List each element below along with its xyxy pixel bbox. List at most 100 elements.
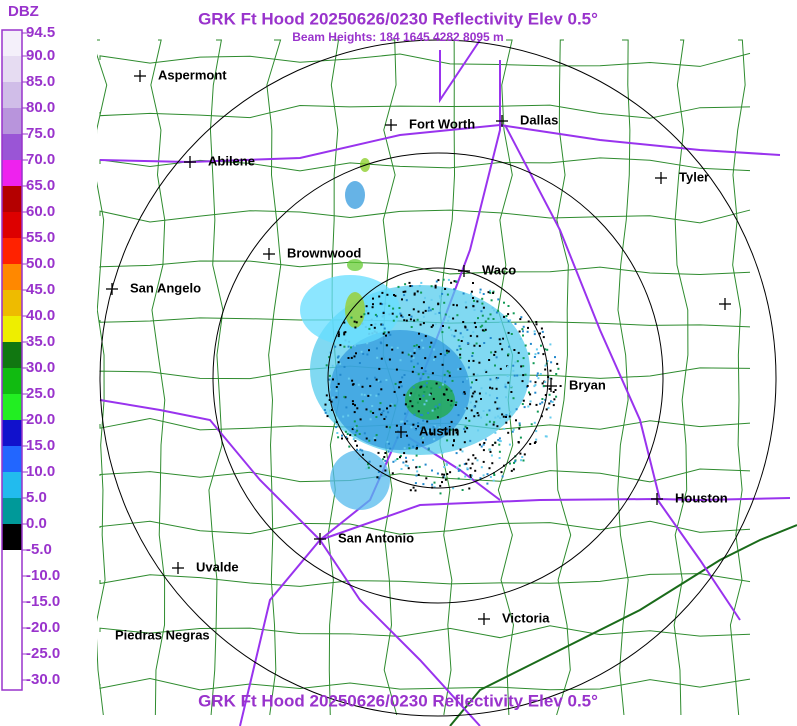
echo-pixel: [487, 291, 490, 294]
echo-pixel: [381, 412, 384, 414]
echo-pixel: [504, 385, 507, 388]
echo-pixel: [386, 293, 389, 296]
echo-pixel: [358, 362, 361, 364]
echo-pixel: [482, 293, 485, 295]
echo-pixel: [382, 458, 385, 461]
legend-label: 60.0: [26, 203, 55, 220]
echo-pixel: [403, 374, 406, 376]
echo-pixel: [469, 474, 472, 477]
echo-pixel: [545, 408, 548, 411]
echo-pixel: [342, 415, 345, 418]
echo-pixel: [544, 368, 547, 371]
echo-pixel: [386, 407, 388, 410]
legend-swatch: [2, 394, 22, 420]
echo-pixel: [413, 365, 415, 368]
echo-pixel: [399, 359, 402, 362]
echo-pixel: [441, 452, 444, 455]
echo-pixel: [462, 380, 464, 383]
legend-label: -20.0: [26, 619, 60, 636]
echo-pixel: [324, 403, 327, 406]
echo-pixel: [449, 404, 452, 407]
echo-pixel: [413, 345, 416, 347]
echo-pixel: [401, 351, 404, 354]
echo-pixel: [380, 357, 383, 360]
echo-pixel: [433, 486, 436, 489]
echo-pixel: [389, 447, 392, 450]
legend-label: 20.0: [26, 411, 55, 428]
echo-pixel: [400, 314, 403, 317]
echo-pixel: [429, 309, 432, 312]
legend-swatch: [2, 316, 22, 342]
echo-pixel: [411, 285, 414, 287]
echo-pixel: [489, 386, 491, 389]
echo-pixel: [500, 338, 503, 341]
echo-pixel: [503, 301, 505, 304]
echo-pixel: [481, 297, 484, 300]
echo-pixel: [351, 428, 354, 431]
echo-pixel: [415, 447, 418, 450]
echo-pixel: [403, 422, 406, 425]
county-line: [99, 157, 751, 172]
echo-pixel: [452, 303, 455, 306]
echo-pixel: [430, 387, 433, 390]
echo-pixel: [443, 301, 446, 304]
legend-swatch: [2, 368, 22, 394]
city-label: Bryan: [569, 377, 606, 392]
map-base: [91, 39, 797, 726]
echo-pixel: [374, 439, 377, 442]
echo-pixel: [487, 317, 490, 320]
echo-pixel: [375, 434, 378, 437]
echo-pixel: [374, 376, 377, 379]
echo-pixel: [419, 323, 422, 326]
echo-pixel: [369, 394, 372, 397]
legend-label: 94.5: [26, 24, 55, 41]
echo-pixel: [381, 291, 384, 294]
county-line: [266, 39, 282, 716]
echo-pixel: [403, 294, 406, 297]
echo-pixel: [507, 313, 510, 316]
echo-pixel: [384, 302, 387, 305]
echo-pixel: [514, 460, 517, 463]
legend-label: 5.0: [26, 489, 47, 506]
echo-pixel: [429, 392, 432, 395]
echo-pixel: [368, 349, 370, 352]
echo-pixel: [368, 460, 371, 463]
echo-pixel: [436, 406, 439, 409]
echo-pixel: [552, 404, 555, 407]
echo-pixel: [499, 440, 502, 443]
echo-pixel: [355, 424, 358, 427]
highway: [439, 39, 481, 104]
echo-pixel: [485, 423, 488, 426]
echo-pixel: [431, 372, 434, 375]
echo-pixel: [497, 415, 500, 418]
echo-pixel: [474, 457, 477, 460]
echo-pixel: [462, 321, 465, 323]
echo-pixel: [444, 380, 447, 383]
echo-pixel: [448, 315, 451, 318]
echo-pixel: [550, 400, 552, 403]
echo-pixel: [541, 330, 544, 333]
echo-pixel: [547, 406, 550, 409]
echo-pixel: [452, 317, 455, 320]
echo-pixel: [354, 326, 357, 329]
city-label: Abilene: [208, 153, 255, 168]
echo-pixel: [410, 426, 413, 429]
echo-pixel: [420, 339, 423, 342]
echo-pixel: [360, 393, 363, 396]
echo-pixel: [380, 413, 383, 416]
echo-pixel: [471, 355, 474, 357]
echo-pixel: [397, 285, 400, 288]
echo-pixel: [442, 476, 445, 479]
echo-pixel: [514, 361, 517, 364]
echo-pixel: [407, 467, 410, 470]
city-label: Tyler: [679, 169, 709, 184]
echo-pixel: [356, 448, 358, 451]
echo-pixel: [498, 440, 501, 442]
echo-pixel: [528, 352, 531, 355]
echo-pixel: [335, 426, 338, 429]
echo-pixel: [428, 306, 431, 309]
legend-swatch: [2, 446, 22, 472]
echo-pixel: [540, 415, 543, 418]
echo-pixel: [403, 452, 406, 455]
echo-pixel: [396, 458, 399, 460]
